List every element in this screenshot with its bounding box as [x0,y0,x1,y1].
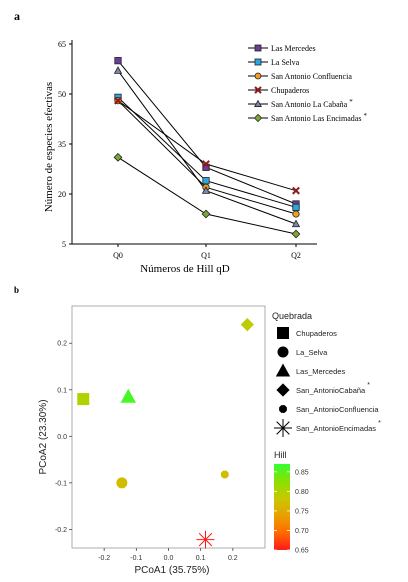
legend-label: San_AntonioEncimadas* [296,420,381,433]
colorbar-tick-label: 0.65 [295,548,309,555]
x-tick-label: 0.0 [164,555,174,562]
data-point [202,160,210,168]
panel-a-xlabel: Números de Hill qD [140,263,230,275]
x-tick-label: -0.2 [98,555,110,562]
y-tick-label: 35 [58,140,66,149]
panel-b-xlabel: PCoA1 (35.75%) [134,565,209,576]
data-point [114,57,122,65]
legend-label: Las_Mercedes [296,367,345,376]
legend-label: La Selva [271,58,300,67]
legend-label: San Antonio Las Encimadas * [271,112,367,123]
data-point [202,177,210,185]
legend-marker [254,99,262,107]
panel-b-legend: Chupaderos La_Selva Las_Mercedes San_Antoni… [274,327,381,437]
data-point [114,96,122,105]
legend-label: La_Selva [296,348,328,357]
legend-marker [254,58,262,66]
data-point [201,209,211,219]
y-tick-label: 50 [58,90,66,99]
legend-label: San Antonio La Cabaña * [271,98,353,109]
panel-a-legend: Las Mercedes La Selva San Antonio Confluen… [248,44,367,123]
colorbar: 0.85 0.80 0.75 0.70 0.65 [274,464,309,555]
y-tick-label: -0.2 [55,527,67,534]
plot-border [71,305,266,549]
legend-shape [277,327,289,339]
legend-marker [253,113,263,123]
legend-note: * [349,98,353,106]
legend-shape [277,346,289,358]
legend-label: Las Mercedes [271,44,316,53]
x-tick-label: -0.1 [130,555,142,562]
colorbar-tick-label: 0.80 [295,489,309,496]
panel-b-axes: -0.2 -0.1 0.0 0.1 0.2 -0.2 -0.1 0.0 0.1 0.2 [55,305,266,562]
x-tick-label: Q0 [113,251,123,260]
data-point [292,186,300,195]
x-tick-label: 0.1 [196,555,206,562]
colorbar-tick-label: 0.70 [295,528,309,535]
data-point [113,152,123,162]
legend-marker [254,86,262,94]
legend-shape [274,419,292,437]
y-tick-label: 20 [58,190,66,199]
colorbar-title: Hill [274,450,287,460]
panel-a-label: a [14,9,20,23]
data-point [113,66,123,74]
x-tick-label: Q1 [201,251,211,260]
scatter-point-stroke [198,532,213,547]
data-point [201,186,211,194]
y-tick-label: -0.1 [55,480,67,487]
panel-a-ylabel: Número de especies efectivas [43,82,55,212]
data-point [291,229,301,239]
panel-b-legend-title: Quebrada [272,311,312,321]
legend-label: San Antonio Confluencia [271,72,352,81]
legend-marker [254,72,262,80]
legend-label: Chupaderos [296,329,337,338]
data-point [292,203,300,211]
y-tick-label: 5 [62,240,66,249]
x-tick-label: 0.2 [228,555,238,562]
data-point [291,219,301,228]
panel-a-axes: 5 20 35 50 65 Q0 Q1 Q2 [58,40,317,260]
data-point [292,210,300,218]
legend-note: * [367,382,370,389]
panel-a-series [113,57,301,239]
colorbar-tick-label: 0.85 [295,469,309,476]
data-point-stroke [292,186,300,195]
y-tick-label: 65 [58,40,66,49]
legend-marker-stroke [254,86,262,94]
panel-b-label: b [14,285,19,295]
scatter-point [116,477,128,489]
legend-label: Chupaderos [271,86,309,95]
y-tick-label: 0.1 [57,387,67,394]
panel-b-ylabel: PCoA2 (23.30%) [38,399,49,474]
legend-shape [275,363,291,377]
scatter-point [77,393,90,406]
colorbar-gradient [274,464,290,550]
scatter-point [196,530,215,549]
legend-label: San_AntonioConfluencia [296,405,379,414]
series-line [117,100,297,215]
x-tick-label: Q2 [291,251,301,260]
legend-note: * [378,420,381,427]
data-point-stroke [202,160,210,168]
legend-note: * [363,112,367,120]
scatter-point [240,318,254,332]
y-tick-label: 0.2 [57,341,67,348]
legend-marker [254,44,262,52]
legend-shape-stroke [276,421,290,435]
panel-b-points [77,318,254,549]
legend-shape [276,383,290,397]
data-point-stroke [114,96,122,105]
scatter-point [120,388,136,403]
y-tick-label: 0.0 [57,434,67,441]
legend-shape [279,405,287,413]
legend-label: San_AntonioCabaña* [296,382,370,395]
colorbar-tick-label: 0.75 [295,508,309,515]
scatter-point [220,470,229,479]
